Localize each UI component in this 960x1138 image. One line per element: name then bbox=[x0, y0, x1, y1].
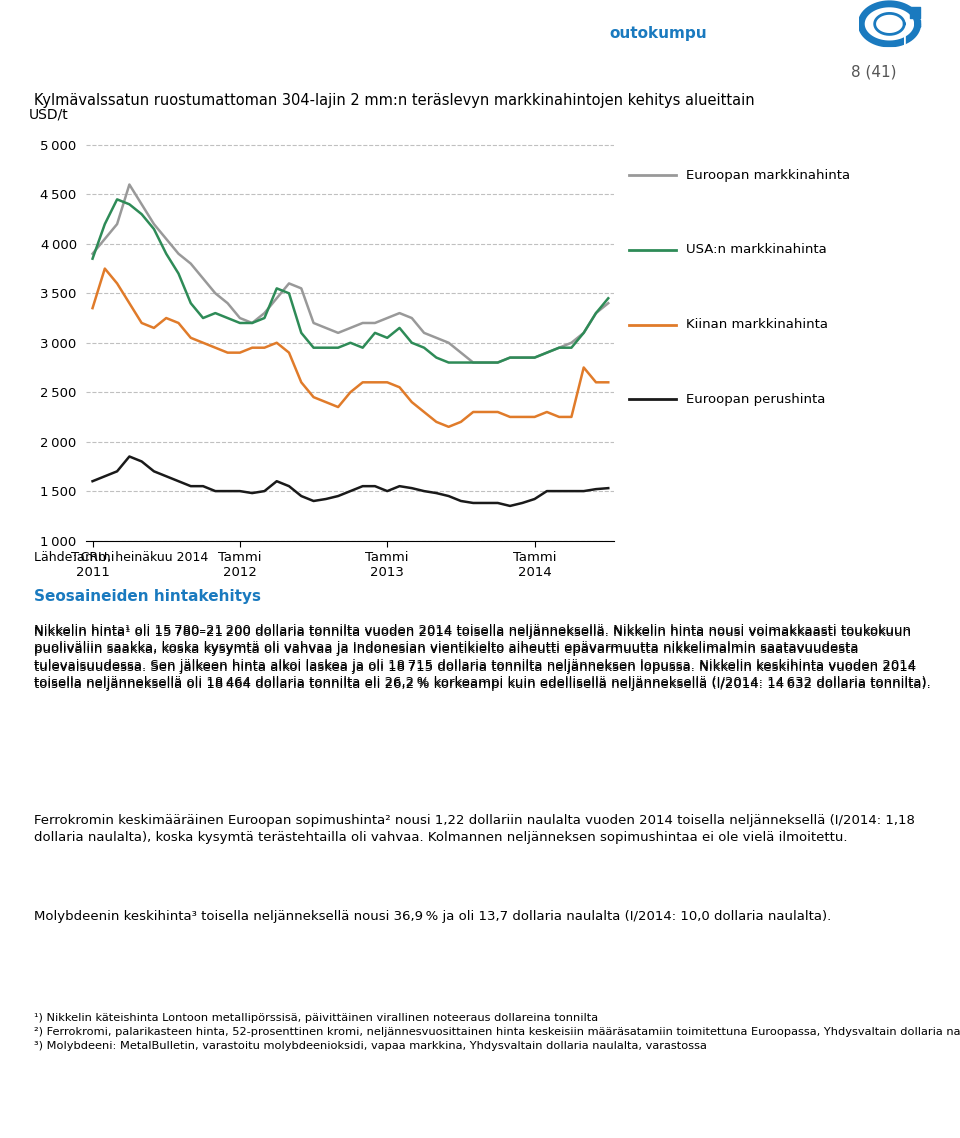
Text: ¹) Nikkelin käteishinta Lontoon metallipörssisä, päivittäinen virallinen noteera: ¹) Nikkelin käteishinta Lontoon metallip… bbox=[34, 1013, 960, 1050]
Text: 8 (41): 8 (41) bbox=[851, 65, 897, 80]
Text: outokumpu: outokumpu bbox=[610, 26, 708, 41]
Text: Nikkelin hinta¹ oli 15 780–21 200 dollaria tonnilta vuoden 2014 toisella neljänn: Nikkelin hinta¹ oli 15 780–21 200 dollar… bbox=[34, 624, 930, 690]
Text: Lähde: CRU, heinäkuu 2014: Lähde: CRU, heinäkuu 2014 bbox=[34, 551, 208, 563]
Text: Molybdeenin keskihinta³ toisella neljänneksellä nousi 36,9 % ja oli 13,7 dollari: Molybdeenin keskihinta³ toisella neljänn… bbox=[34, 910, 830, 923]
Text: Euroopan perushinta: Euroopan perushinta bbox=[685, 393, 826, 406]
Text: Nikkelin hinta¹ oli 15 780–21 200 dollaria tonnilta vuoden 2014 toisella neljänn: Nikkelin hinta¹ oli 15 780–21 200 dollar… bbox=[34, 626, 930, 692]
Text: Seosaineiden hintakehitys: Seosaineiden hintakehitys bbox=[34, 589, 260, 604]
Text: Kiinan markkinahinta: Kiinan markkinahinta bbox=[685, 318, 828, 331]
Text: Ferrokromin keskimääräinen Euroopan sopimushinta² nousi 1,22 dollariin naulalta : Ferrokromin keskimääräinen Euroopan sopi… bbox=[34, 814, 915, 844]
Text: USA:n markkinahinta: USA:n markkinahinta bbox=[685, 244, 827, 256]
Text: Euroopan markkinahinta: Euroopan markkinahinta bbox=[685, 168, 850, 182]
Text: Kylmävalssatun ruostumattoman 304-lajin 2 mm:n teräslevyn markkinahintojen kehit: Kylmävalssatun ruostumattoman 304-lajin … bbox=[34, 93, 755, 108]
Text: USD/t: USD/t bbox=[28, 107, 68, 121]
